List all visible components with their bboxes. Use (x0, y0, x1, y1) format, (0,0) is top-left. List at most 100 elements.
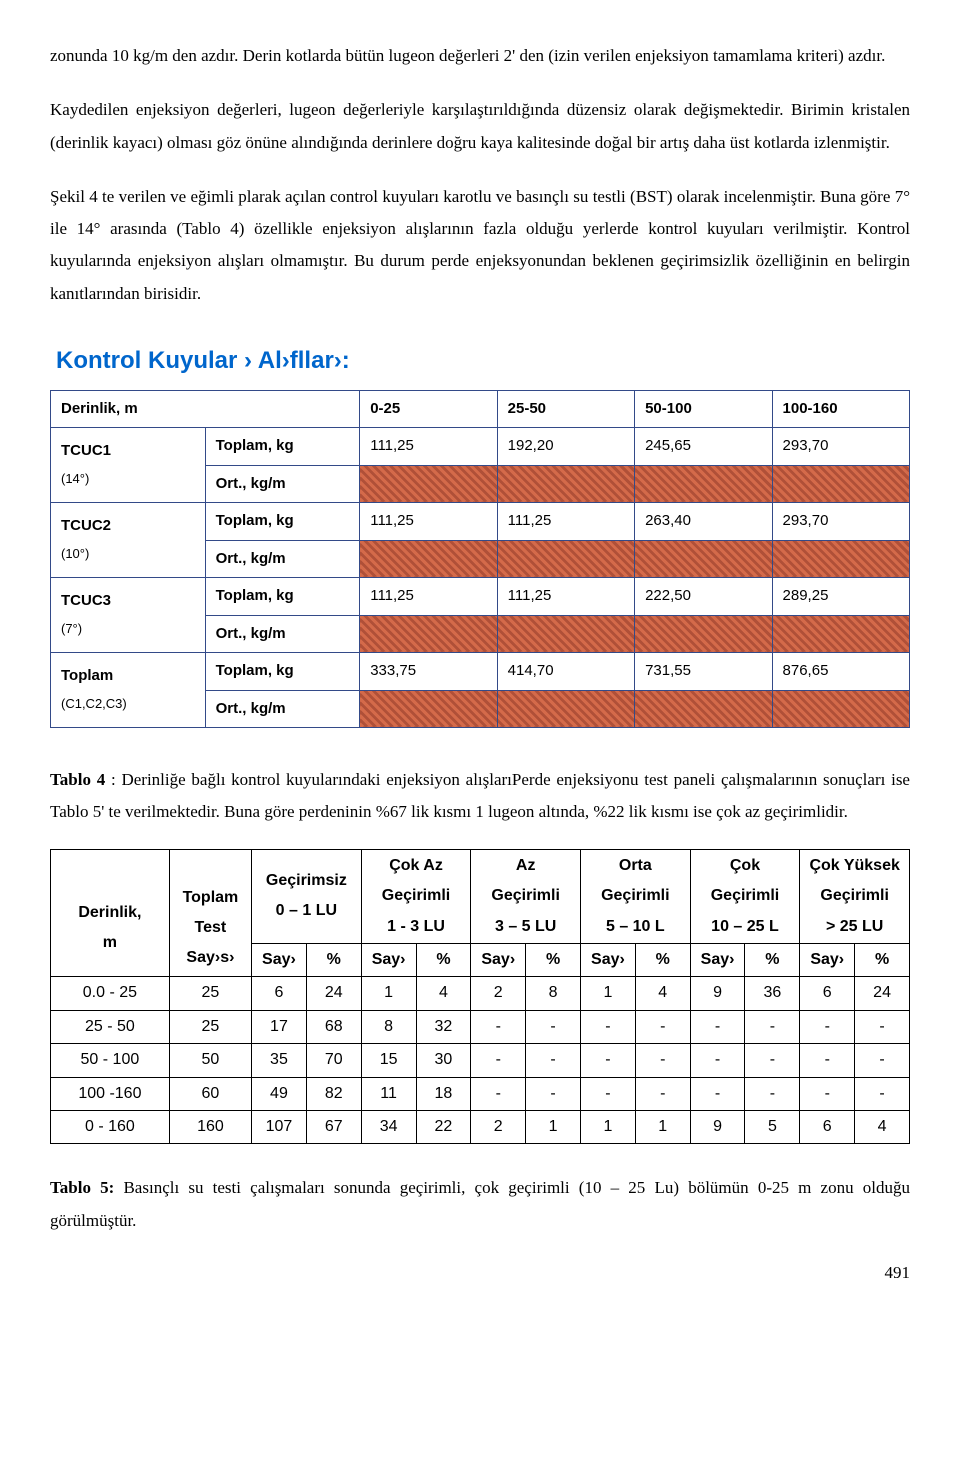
table4-header-cell: 100-160 (772, 390, 909, 428)
table5-cell: 107 (252, 1110, 307, 1143)
table5-subheader-cell: Say› (471, 943, 526, 976)
table4-hatched-cell (360, 465, 497, 503)
table5-cell: 6 (800, 1110, 855, 1143)
table4-hatched-cell (497, 615, 634, 653)
table5-cell: 35 (252, 1044, 307, 1077)
table5-header-cell: Çok YüksekGeçirimli> 25 LU (800, 849, 910, 943)
table4-hatched-cell (772, 540, 909, 578)
table4-container: Kontrol Kuyular › Al›fllar›: Derinlik, m… (50, 338, 910, 728)
table4-sublabel: Toplam, kg (205, 653, 360, 691)
table5-cell: 82 (306, 1077, 361, 1110)
table4-value-cell: 111,25 (360, 428, 497, 466)
table4-row-label: Toplam(C1,C2,C3) (51, 653, 206, 728)
table4-value-cell: 263,40 (635, 503, 772, 541)
table5-cell: - (526, 1077, 581, 1110)
table5-cell: - (581, 1010, 636, 1043)
table5-cell: - (855, 1077, 910, 1110)
table5-header-cell: AzGeçirimli3 – 5 LU (471, 849, 581, 943)
table4-hatched-cell (497, 690, 634, 728)
table5-cell: - (800, 1077, 855, 1110)
table5-cell: 22 (416, 1110, 471, 1143)
table4-sublabel: Ort., kg/m (205, 540, 360, 578)
table5-cell: 1 (581, 1110, 636, 1143)
table5-cell: 68 (306, 1010, 361, 1043)
table5-subheader-cell: Say› (252, 943, 307, 976)
table4-header-cell: 50-100 (635, 390, 772, 428)
table4-value-cell: 731,55 (635, 653, 772, 691)
page-number: 491 (50, 1257, 910, 1289)
table5-subheader-cell: Say› (690, 943, 745, 976)
table4-row-label: TCUC3(7°) (51, 578, 206, 653)
table5-cell: - (471, 1077, 526, 1110)
table4-sublabel: Toplam, kg (205, 428, 360, 466)
table5-subheader-cell: Say› (581, 943, 636, 976)
table5-cell: 70 (306, 1044, 361, 1077)
table4-value-cell: 245,65 (635, 428, 772, 466)
table4-hatched-cell (635, 690, 772, 728)
table5-header-cell: Derinlik,m (51, 849, 170, 977)
table5-cell: - (855, 1044, 910, 1077)
table5-cell: - (745, 1010, 800, 1043)
table4-title: Kontrol Kuyular › Al›fllar›: (50, 338, 910, 384)
table5-subheader-cell: Say› (800, 943, 855, 976)
table4-value-cell: 192,20 (497, 428, 634, 466)
table5-subheader-cell: % (526, 943, 581, 976)
table4-value-cell: 293,70 (772, 428, 909, 466)
table5-cell: 32 (416, 1010, 471, 1043)
table5-cell: - (635, 1044, 690, 1077)
table5-cell: 6 (252, 977, 307, 1010)
table4-value-cell: 293,70 (772, 503, 909, 541)
table4: Derinlik, m0-2525-5050-100100-160 TCUC1(1… (50, 390, 910, 729)
table5-caption-label: Tablo 5: (50, 1178, 114, 1197)
table5-cell: 34 (361, 1110, 416, 1143)
table5-cell: 160 (169, 1110, 251, 1143)
table4-hatched-cell (635, 465, 772, 503)
table5-cell: - (526, 1010, 581, 1043)
paragraph-2: Kaydedilen enjeksiyon değerleri, lugeon … (50, 94, 910, 159)
table4-header-cell: Derinlik, m (51, 390, 360, 428)
table5-cell: 50 (169, 1044, 251, 1077)
table4-value-cell: 414,70 (497, 653, 634, 691)
table5-cell: 30 (416, 1044, 471, 1077)
table4-header-cell: 0-25 (360, 390, 497, 428)
table5-cell: 18 (416, 1077, 471, 1110)
table5-cell: - (690, 1044, 745, 1077)
table4-hatched-cell (360, 615, 497, 653)
table5-cell: 6 (800, 977, 855, 1010)
table5-cell: - (471, 1044, 526, 1077)
table5-cell: 24 (855, 977, 910, 1010)
table5-cell: 60 (169, 1077, 251, 1110)
table5-cell: - (745, 1044, 800, 1077)
table5-cell: - (635, 1077, 690, 1110)
table5-subheader-cell: % (745, 943, 800, 976)
table5-cell: - (800, 1044, 855, 1077)
table4-row-label: TCUC1(14°) (51, 428, 206, 503)
paragraph-3: Şekil 4 te verilen ve eğimli plarak açıl… (50, 181, 910, 310)
table5-cell: 4 (855, 1110, 910, 1143)
table5-cell: - (800, 1010, 855, 1043)
table4-sublabel: Toplam, kg (205, 578, 360, 616)
table4-hatched-cell (497, 540, 634, 578)
table5-subheader-cell: % (635, 943, 690, 976)
table5-cell: 8 (361, 1010, 416, 1043)
table5-subheader-cell: % (416, 943, 471, 976)
table5-caption: Tablo 5: Basınçlı su testi çalışmaları s… (50, 1172, 910, 1237)
table5-cell: 9 (690, 977, 745, 1010)
table5-cell: 36 (745, 977, 800, 1010)
table5: Derinlik,mToplamTestSay›s›Geçirimsiz0 – … (50, 849, 910, 1145)
table5-cell: 67 (306, 1110, 361, 1143)
table4-hatched-cell (772, 615, 909, 653)
table4-value-cell: 111,25 (497, 578, 634, 616)
table4-value-cell: 222,50 (635, 578, 772, 616)
table4-sublabel: Ort., kg/m (205, 465, 360, 503)
table5-cell: 17 (252, 1010, 307, 1043)
table5-header-cell: ToplamTestSay›s› (169, 849, 251, 977)
paragraph-1: zonunda 10 kg/m den azdır. Derin kotlard… (50, 40, 910, 72)
table5-cell: 25 - 50 (51, 1010, 170, 1043)
table4-value-cell: 111,25 (497, 503, 634, 541)
table4-caption: Tablo 4 : Derinliğe bağlı kontrol kuyula… (50, 764, 910, 829)
table4-header-cell: 25-50 (497, 390, 634, 428)
table5-cell: 1 (581, 977, 636, 1010)
table4-hatched-cell (497, 465, 634, 503)
table4-sublabel: Ort., kg/m (205, 615, 360, 653)
